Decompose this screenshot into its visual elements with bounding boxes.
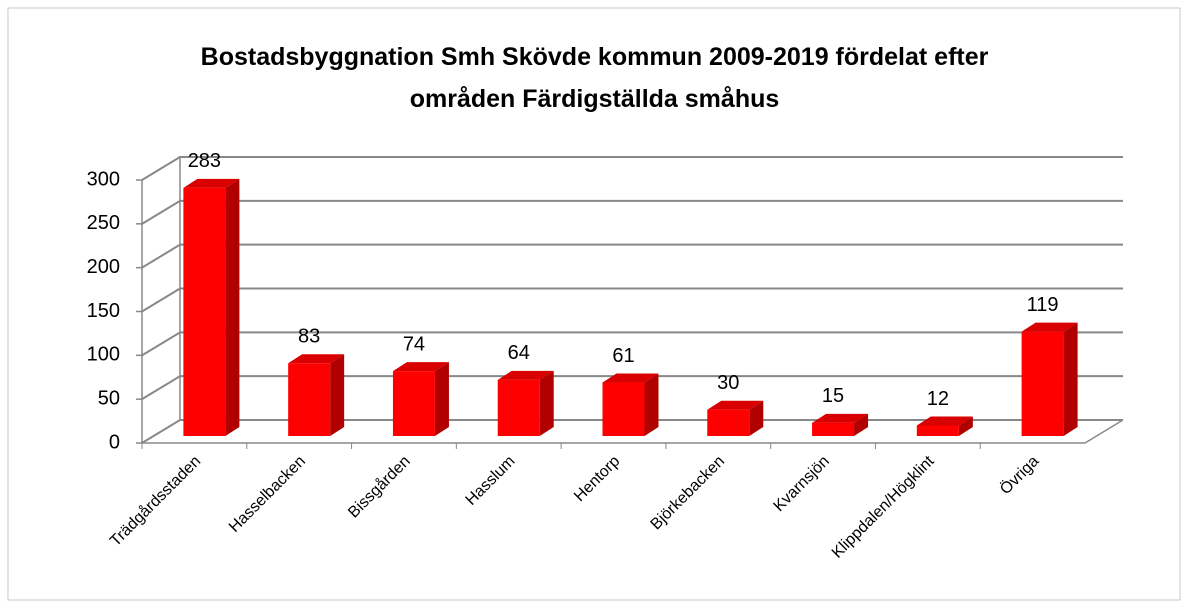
bar [812, 413, 869, 436]
grid-line [141, 419, 1123, 444]
grid-line [141, 243, 1123, 269]
bar-side [1063, 322, 1078, 436]
bar-side [958, 416, 973, 436]
grid-line [141, 199, 1123, 225]
grid-line [141, 287, 1123, 313]
bar-top [288, 354, 345, 364]
bar-top [707, 400, 764, 410]
bar-front [812, 422, 855, 436]
y-tick-label: 50 [98, 387, 120, 409]
data-label: 283 [188, 150, 221, 172]
grid-line [141, 331, 1123, 357]
y-tick-label: 300 [87, 168, 120, 190]
data-label: 74 [403, 333, 425, 355]
bar-front [602, 382, 645, 436]
data-label: 30 [717, 372, 739, 394]
y-tick-label: 200 [87, 256, 120, 278]
grid-line [141, 375, 1123, 401]
bar-front [1021, 331, 1064, 436]
bar-front [392, 371, 435, 436]
y-tick-label: 100 [87, 344, 120, 366]
chart-title: Bostadsbyggnation Smh Skövde kommun 2009… [200, 43, 989, 113]
data-label: 83 [298, 326, 320, 348]
bar [497, 370, 554, 436]
bar-front [288, 363, 331, 436]
bar-front [183, 187, 226, 436]
bar-top [1021, 322, 1078, 332]
bar-top [392, 362, 449, 372]
bar-front [916, 425, 959, 436]
bar-front [707, 409, 750, 436]
bar [602, 373, 659, 436]
y-tick-label: 150 [87, 300, 120, 322]
bar-top [916, 416, 973, 426]
bar [1021, 322, 1078, 436]
bar-side [539, 370, 554, 436]
data-label: 119 [1027, 294, 1059, 316]
bar [288, 354, 345, 436]
bar-top [497, 370, 554, 380]
data-label: 64 [508, 342, 530, 364]
bar [392, 362, 449, 436]
y-tick-label: 250 [87, 212, 120, 234]
bar-top [602, 373, 659, 383]
bar-side [644, 373, 659, 436]
bar-side [330, 354, 345, 436]
bar [916, 416, 973, 436]
bar-top [812, 413, 869, 423]
bar [183, 178, 240, 437]
y-tick-label: 0 [109, 431, 120, 453]
grid-line [141, 156, 1123, 181]
data-label: 61 [612, 345, 634, 367]
bar [707, 400, 764, 436]
data-label: 15 [822, 385, 844, 407]
bar-top [183, 178, 240, 188]
bar-side [854, 413, 869, 436]
bar-side [225, 178, 240, 437]
bar-side [749, 400, 764, 436]
bar-front [497, 379, 540, 436]
data-label: 12 [927, 388, 949, 410]
bar-side [434, 362, 449, 436]
